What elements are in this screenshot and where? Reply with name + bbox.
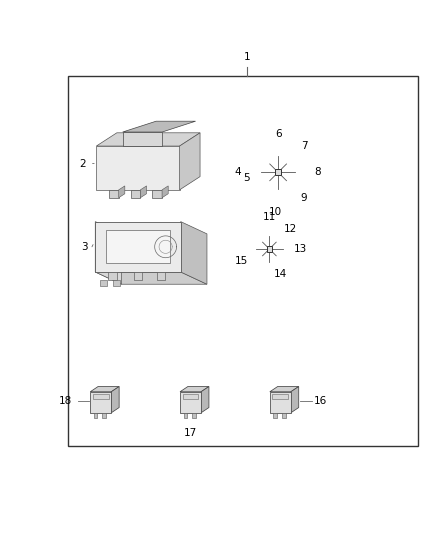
Polygon shape — [109, 190, 119, 198]
Text: 11: 11 — [263, 213, 276, 222]
Polygon shape — [96, 133, 200, 146]
Polygon shape — [111, 386, 119, 413]
Bar — [93, 393, 109, 399]
Text: 6: 6 — [275, 129, 282, 139]
Text: 8: 8 — [314, 167, 321, 177]
Polygon shape — [180, 222, 207, 284]
Text: 18: 18 — [59, 395, 72, 406]
Polygon shape — [201, 386, 209, 413]
Polygon shape — [270, 392, 291, 413]
Text: 12: 12 — [283, 224, 297, 234]
Polygon shape — [95, 272, 207, 284]
Polygon shape — [273, 413, 277, 418]
Polygon shape — [270, 386, 299, 392]
Polygon shape — [184, 413, 187, 418]
Text: 2: 2 — [79, 159, 85, 168]
Bar — [275, 169, 281, 175]
Polygon shape — [180, 392, 201, 413]
Polygon shape — [180, 133, 200, 190]
Polygon shape — [282, 413, 286, 418]
Text: 14: 14 — [274, 269, 287, 279]
Bar — [267, 246, 272, 252]
Polygon shape — [102, 413, 106, 418]
Polygon shape — [123, 121, 195, 132]
Polygon shape — [192, 413, 196, 418]
Polygon shape — [152, 190, 162, 198]
Text: 16: 16 — [314, 395, 327, 406]
Polygon shape — [95, 222, 180, 272]
Polygon shape — [156, 272, 166, 280]
Text: 4: 4 — [234, 167, 241, 177]
Polygon shape — [94, 413, 97, 418]
Bar — [68, 76, 418, 446]
Text: 1: 1 — [244, 52, 251, 62]
Text: 9: 9 — [301, 193, 307, 203]
Polygon shape — [113, 280, 120, 286]
Polygon shape — [291, 386, 299, 413]
Text: 15: 15 — [235, 256, 248, 266]
Polygon shape — [100, 280, 106, 286]
Polygon shape — [109, 272, 117, 280]
Polygon shape — [134, 272, 142, 280]
Polygon shape — [96, 146, 180, 190]
Text: 10: 10 — [269, 207, 282, 217]
Polygon shape — [162, 186, 168, 198]
Polygon shape — [140, 186, 147, 198]
Polygon shape — [180, 386, 209, 392]
Bar — [272, 393, 288, 399]
Text: 5: 5 — [244, 173, 250, 183]
Polygon shape — [106, 230, 170, 263]
Bar — [183, 393, 198, 399]
Polygon shape — [123, 132, 162, 146]
Polygon shape — [95, 222, 121, 284]
Polygon shape — [119, 186, 125, 198]
Polygon shape — [90, 392, 111, 413]
Text: 17: 17 — [184, 427, 197, 438]
Text: 7: 7 — [301, 141, 307, 151]
Text: 13: 13 — [294, 244, 307, 254]
Polygon shape — [90, 386, 119, 392]
Polygon shape — [131, 190, 140, 198]
Text: 3: 3 — [81, 242, 88, 252]
